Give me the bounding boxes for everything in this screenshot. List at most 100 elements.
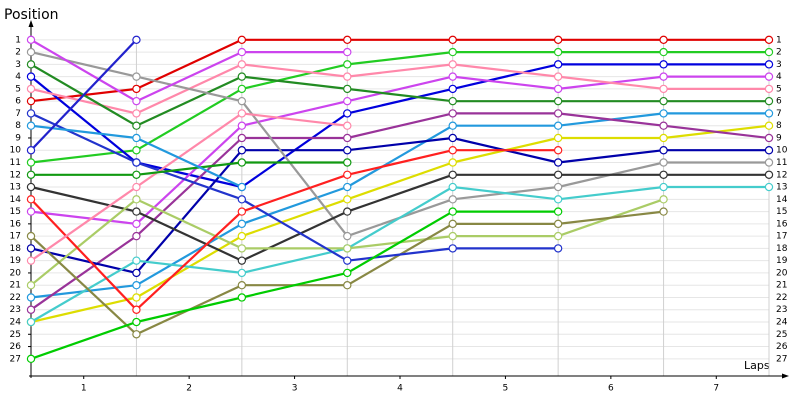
y-axis-arrow [28, 20, 34, 27]
y-tick-label-right: 25 [776, 330, 787, 340]
series-marker [448, 109, 457, 118]
series-marker [26, 281, 36, 290]
y-tick-label: 1 [15, 35, 21, 45]
series-marker [448, 207, 457, 216]
series-marker [764, 170, 774, 179]
series-marker [553, 207, 563, 216]
series-marker [26, 146, 36, 155]
series-marker [26, 121, 36, 130]
series-marker [237, 195, 247, 204]
y-tick-label: 10 [10, 146, 22, 156]
series-marker [237, 121, 247, 130]
y-tick-label-right: 7 [776, 109, 782, 119]
series-marker [237, 158, 247, 167]
y-tick-label: 19 [10, 256, 22, 266]
series-marker [448, 60, 457, 69]
series-marker [448, 121, 457, 130]
series-marker [448, 170, 457, 179]
series-marker [764, 146, 774, 155]
series-marker [448, 146, 457, 155]
series-marker [237, 207, 247, 216]
y-tick-label-right: 6 [776, 97, 782, 107]
series-marker [132, 195, 141, 204]
series-line [30, 149, 559, 311]
series-line [30, 112, 348, 262]
series-marker [343, 121, 352, 130]
y-tick-label: 2 [15, 48, 21, 58]
series-marker [448, 158, 457, 167]
y-tick-label-right: 21 [776, 281, 787, 291]
series-marker [26, 84, 36, 94]
series-marker [553, 35, 563, 45]
series-line [30, 173, 769, 262]
series-marker [237, 133, 247, 143]
series-marker [553, 244, 563, 253]
series-marker [553, 158, 563, 167]
series-marker [553, 72, 563, 81]
y-tick-label: 18 [10, 244, 22, 254]
series-line [30, 39, 138, 151]
y-tick-label-right: 26 [776, 342, 788, 352]
series-marker [659, 121, 668, 130]
series-marker [132, 317, 141, 327]
y-tick-label-right: 9 [776, 133, 782, 143]
series-marker [764, 35, 774, 45]
series-marker [237, 146, 247, 155]
x-tick-label: 1 [81, 384, 87, 394]
y-tick-label: 23 [10, 305, 21, 315]
series-marker [132, 146, 141, 155]
series-marker [448, 244, 457, 253]
series-marker [659, 35, 668, 45]
series-marker [343, 195, 352, 204]
series-marker [343, 244, 352, 253]
series-marker [343, 146, 352, 155]
series-marker [448, 47, 457, 57]
x-tick-label: 6 [608, 384, 614, 394]
y-tick-label-right: 8 [776, 121, 782, 131]
y-tick-label: 24 [10, 318, 22, 328]
series-marker [553, 146, 563, 155]
series-marker [237, 268, 247, 278]
y-tick-label: 20 [10, 268, 22, 278]
y-axis-label: Position [4, 7, 59, 23]
series-line [30, 63, 769, 127]
series-marker [659, 109, 668, 118]
series-marker [132, 121, 141, 130]
y-tick-label: 7 [15, 109, 21, 119]
y-tick-label: 21 [10, 281, 21, 291]
y-tick-label: 25 [10, 330, 21, 340]
series-marker [659, 96, 668, 106]
series-marker [343, 35, 352, 45]
series-marker [237, 219, 247, 229]
series-marker [553, 121, 563, 130]
y-tick-label-right: 20 [776, 268, 788, 278]
series-line [30, 51, 769, 164]
series-line [30, 112, 769, 299]
series-marker [132, 35, 141, 45]
series-marker [448, 182, 457, 192]
y-tick-label: 13 [10, 183, 21, 193]
series-marker [132, 219, 141, 229]
series-marker [659, 146, 668, 155]
y-tick-label-right: 12 [776, 170, 787, 180]
y-tick-label: 14 [10, 195, 22, 205]
series-line [30, 38, 348, 103]
series-marker [237, 281, 247, 290]
series-marker [343, 158, 352, 167]
series-marker [237, 256, 247, 265]
series-marker [132, 256, 141, 265]
series-marker [659, 133, 668, 143]
y-tick-label-right: 18 [776, 244, 788, 254]
series-marker [26, 182, 36, 192]
series-marker [448, 96, 457, 106]
series-marker [343, 231, 352, 241]
series-marker [343, 84, 352, 94]
series-marker [553, 231, 563, 241]
series-marker [343, 96, 352, 106]
y-tick-label-right: 13 [776, 183, 787, 193]
series-marker [26, 305, 36, 314]
series-marker [132, 158, 141, 167]
y-tick-label-right: 15 [776, 207, 787, 217]
series-line [30, 124, 770, 324]
